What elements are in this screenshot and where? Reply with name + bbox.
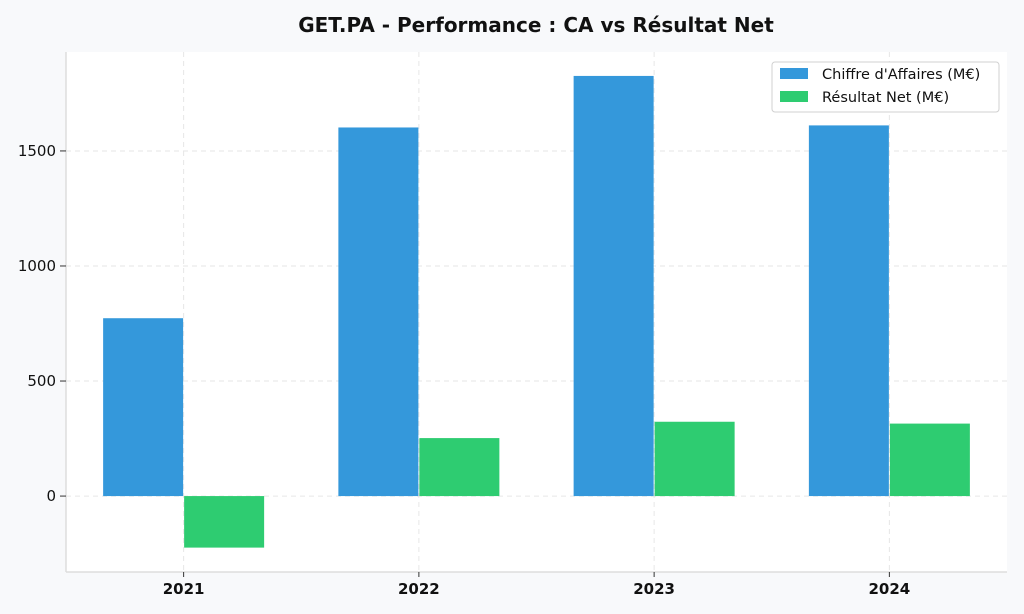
tick-labels: 0 500 1000 1500 2021 2022 2023 2024 [18, 142, 910, 598]
legend-box [771, 61, 1000, 113]
x-tick-label: 2024 [869, 580, 911, 598]
legend-label-ca: Chiffre d'Affaires (M€) [822, 67, 980, 83]
legend-label-rn: Résultat Net (M€) [822, 90, 949, 106]
bar-chiffre-affaires [103, 318, 184, 497]
bar-resultat-net [654, 421, 735, 497]
chart-title: GET.PA - Performance : CA vs Résultat Ne… [298, 13, 774, 37]
bar-resultat-net [889, 423, 970, 497]
y-tick-label: 1000 [18, 257, 56, 275]
bar-resultat-net [184, 496, 265, 548]
bar-resultat-net [419, 438, 500, 497]
legend-swatch-rn [780, 91, 808, 102]
bars [103, 75, 970, 548]
x-tick-label: 2021 [163, 580, 205, 598]
y-tick-label: 500 [27, 372, 56, 390]
x-tick-label: 2023 [633, 580, 675, 598]
legend-swatch-ca [780, 68, 808, 79]
legend: Chiffre d'Affaires (M€) Résultat Net (M€… [771, 61, 1000, 113]
bar-chiffre-affaires [338, 127, 419, 497]
y-tick-label: 0 [46, 487, 56, 505]
bar-chiffre-affaires [573, 75, 654, 497]
y-tick-label: 1500 [18, 142, 56, 160]
bar-chiffre-affaires [808, 125, 889, 497]
x-tick-label: 2022 [398, 580, 440, 598]
